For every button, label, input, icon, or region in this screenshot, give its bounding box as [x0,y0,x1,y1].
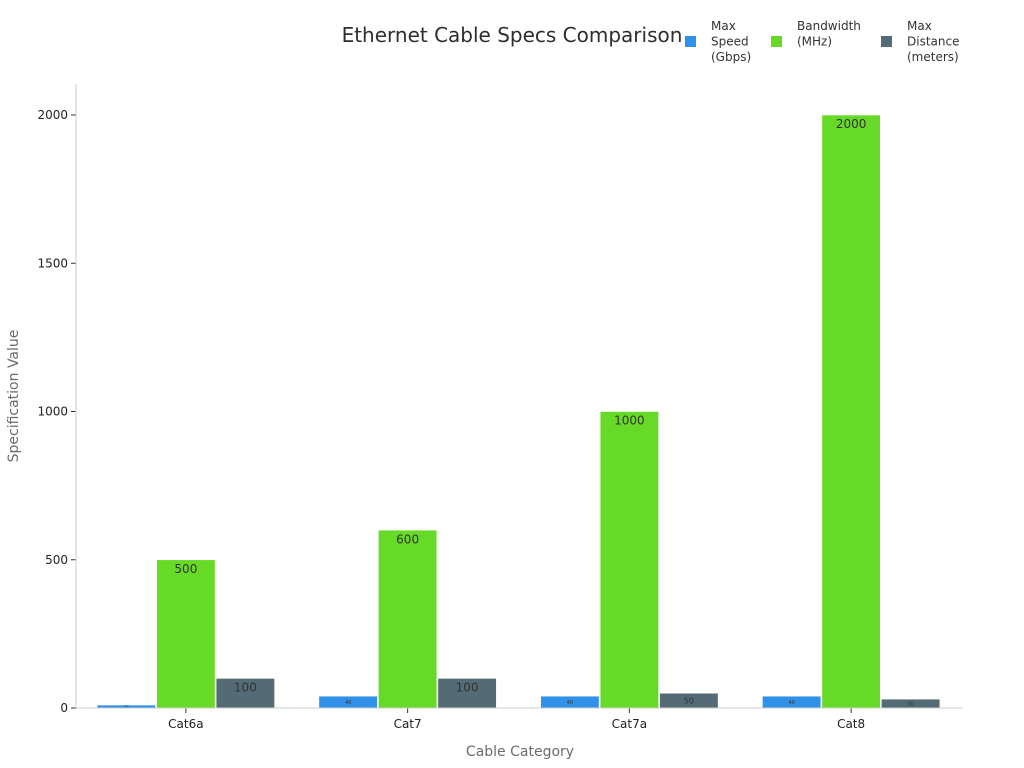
x-tick-label: Cat8 [837,717,865,731]
legend-entry: Max Distance (meters) [907,19,959,64]
y-axis-title: Specification Value [6,330,22,463]
legend-swatch [881,36,892,47]
legend-swatch [771,36,782,47]
legend-line: (meters) [907,50,959,64]
bar-value-label: 100 [234,681,257,695]
bar [378,529,438,709]
bar-value-label: 50 [684,696,694,705]
bar-value-label: 1000 [614,414,645,428]
legend-line: Distance [907,35,959,49]
chart-title: Ethernet Cable Specs Comparison [342,23,683,47]
x-axis-title: Cable Category [466,744,574,760]
x-tick-label: Cat7 [394,717,422,731]
x-tick-label: Cat7a [612,717,647,731]
bar-value-label: 30 [907,701,913,707]
legend-line: Max [907,19,932,33]
legend-swatch [685,36,696,47]
legend-line: Speed [711,35,749,49]
y-tick-label: 2000 [37,108,68,122]
bars: 10 500 100 40 600 100 40 1000 50 40 2000 30 [96,114,941,709]
legend-line: Bandwidth [797,19,861,33]
legend: Max Speed (Gbps) Bandwidth (MHz) Max Distance(… [685,19,959,64]
bar-value-label: 40 [788,700,794,706]
bar [821,114,881,709]
bar-value-label: 2000 [836,117,867,131]
legend-entry: Bandwidth (MHz) [797,19,861,49]
legend-line: (MHz) [797,35,832,49]
bar-value-label: 600 [396,532,419,546]
y-axis: 0 500 1000 1500 2000 [37,108,76,715]
y-tick-label: 1000 [37,405,68,419]
bar-value-label: 40 [567,700,573,706]
legend-entry: Max Speed (Gbps) [711,19,751,64]
bar [437,678,497,709]
x-axis: Cat6a Cat7 Cat7a Cat8 [168,708,865,731]
bar [156,559,216,709]
legend-line: (Gbps) [711,50,751,64]
legend-line: Max [711,19,736,33]
x-tick-label: Cat6a [168,717,203,731]
bar-value-label: 10 [124,705,128,709]
bar-value-label: 40 [345,700,351,706]
y-tick-label: 0 [60,701,68,715]
bar-value-label: 100 [456,681,479,695]
bar [599,411,659,709]
bar-value-label: 500 [174,562,197,576]
y-tick-label: 500 [45,553,68,567]
y-tick-label: 1500 [37,256,68,270]
